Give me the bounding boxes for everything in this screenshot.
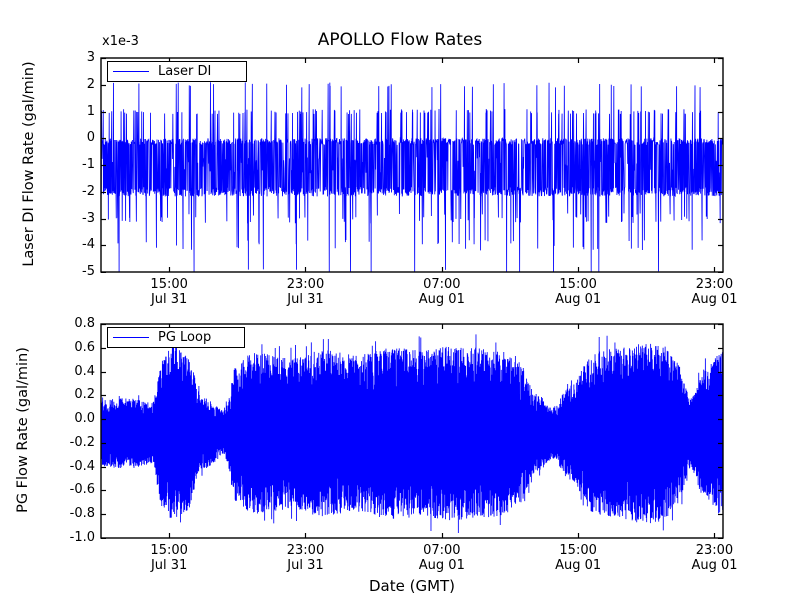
laser-di-ytick-label: -1 (82, 157, 95, 172)
xtick-time: 23:00 (286, 543, 325, 558)
legend-label-laser-di: Laser DI (158, 64, 212, 79)
pg-loop-ytick-label: 0.4 (74, 363, 95, 379)
pg-loop-ytick-label: -0.8 (69, 506, 95, 522)
figure-title: APOLLO Flow Rates (317, 30, 483, 50)
xtick-date: Aug 01 (418, 558, 465, 573)
xtick-time: 15:00 (559, 543, 597, 558)
xtick-date: Jul 31 (150, 292, 188, 307)
pg-loop-ytick-label: 0.0 (74, 411, 95, 427)
pg-loop-trace (101, 332, 723, 533)
pg-loop-ytick-label: -1.0 (69, 530, 95, 545)
pg-loop-xtick-label: 15:00 Aug 01 (523, 543, 633, 573)
xtick-date: Aug 01 (555, 292, 602, 307)
laser-di-xtick-label: 23:00 Aug 01 (659, 277, 769, 307)
laser-di-xtick-label: 23:00 Jul 31 (250, 277, 360, 307)
xtick-date: Aug 01 (691, 558, 738, 573)
legend-label-pg-loop: PG Loop (158, 330, 212, 345)
xtick-date: Jul 31 (287, 558, 324, 573)
x-axis-label: Date (GMT) (368, 577, 456, 595)
pg-loop-plot-area (100, 323, 724, 539)
laser-di-ytick-label: -2 (82, 183, 95, 199)
legend-line-icon (113, 71, 149, 72)
xtick-time: 15:00 (559, 277, 597, 292)
xtick-date: Aug 01 (555, 558, 602, 573)
xtick-time: 23:00 (286, 277, 325, 292)
laser-di-ytick-label: 2 (86, 76, 95, 92)
xtick-time: 07:00 (423, 277, 461, 292)
bottom-axis-y-label: PG Flow Rate (gal/min) (15, 347, 31, 513)
xtick-time: 15:00 (150, 277, 188, 292)
laser-di-ytick-label: 1 (86, 103, 95, 119)
xtick-time: 15:00 (150, 543, 188, 558)
pg-loop-xtick-label: 07:00 Aug 01 (387, 543, 497, 573)
pg-loop-ytick-label: 0.2 (74, 387, 95, 403)
laser-di-xtick-label: 07:00 Aug 01 (387, 277, 497, 307)
pg-loop-ytick-label: -0.2 (69, 434, 95, 450)
laser-di-xtick-label: 15:00 Jul 31 (114, 277, 224, 307)
pg-loop-xtick-label: 23:00 Aug 01 (659, 543, 769, 573)
laser-di-ytick-label: 3 (86, 50, 95, 65)
pg-loop-ytick-label: 0.6 (74, 339, 95, 355)
legend-pg-loop[interactable]: PG Loop (107, 327, 245, 348)
laser-di-ytick-label: 0 (86, 130, 95, 146)
xtick-date: Jul 31 (150, 558, 188, 573)
xtick-date: Jul 31 (287, 292, 324, 307)
pg-loop-frame (100, 323, 724, 539)
laser-di-ytick-label: -4 (82, 237, 95, 253)
pg-loop-ytick-label: -0.6 (69, 482, 95, 498)
pg-loop-ytick-label: -0.4 (69, 458, 95, 474)
laser-di-trace (101, 82, 723, 272)
laser-di-ytick-label: -5 (82, 264, 95, 279)
pg-loop-xtick-label: 23:00 Jul 31 (250, 543, 360, 573)
xtick-time: 23:00 (695, 543, 734, 558)
laser-di-xtick-label: 15:00 Aug 01 (523, 277, 633, 307)
laser-di-ytick-label: -3 (82, 210, 95, 226)
pg-loop-xtick-label: 15:00 Jul 31 (114, 543, 224, 573)
xtick-date: Aug 01 (418, 292, 465, 307)
legend-line-icon (113, 337, 149, 338)
legend-laser-di[interactable]: Laser DI (107, 61, 247, 82)
pg-loop-ytick-label: 0.8 (74, 316, 95, 331)
y-axis-offset-text: x1e-3 (102, 34, 139, 49)
xtick-time: 07:00 (423, 543, 461, 558)
xtick-date: Aug 01 (691, 292, 738, 307)
xtick-time: 23:00 (695, 277, 734, 292)
laser-di-plot-area (100, 57, 724, 273)
